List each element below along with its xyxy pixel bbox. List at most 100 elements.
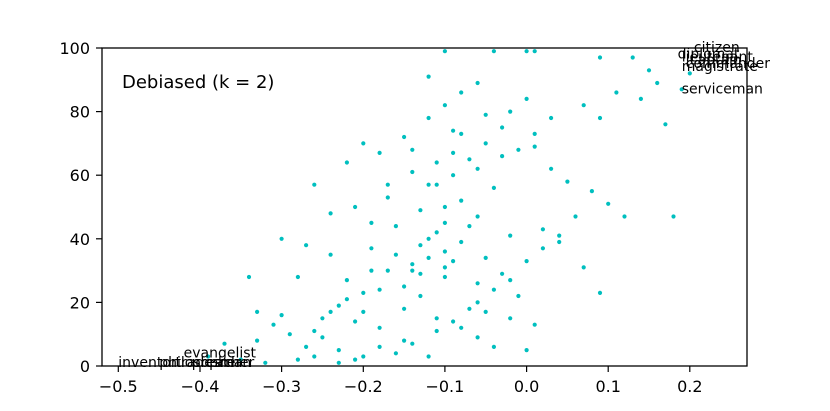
scatter-point	[483, 255, 488, 260]
scatter-point	[442, 204, 447, 210]
scatter-point	[451, 259, 456, 264]
scatter-point	[255, 338, 260, 343]
scatter-point	[426, 255, 431, 260]
scatter-point	[475, 300, 480, 305]
scatter-point	[377, 287, 382, 292]
scatter-point	[687, 71, 692, 76]
scatter-point	[410, 341, 415, 346]
scatter-point	[491, 49, 496, 54]
scatter-point	[532, 144, 537, 149]
x-tick-label: 0.0	[514, 377, 539, 396]
scatter-point	[426, 236, 431, 241]
scatter-point	[630, 55, 635, 60]
scatter-point	[353, 319, 358, 324]
scatter-point	[516, 147, 521, 152]
word-label: philosopher	[159, 355, 241, 371]
word-label: magistrate	[682, 59, 758, 75]
scatter-point	[402, 338, 407, 343]
scatter-point	[589, 189, 595, 194]
scatter-point	[491, 287, 496, 292]
scatter-point	[442, 103, 447, 108]
scatter-point	[500, 125, 505, 130]
scatter-point	[524, 348, 529, 353]
scatter-point	[263, 360, 268, 365]
scatter-point	[426, 354, 431, 359]
scatter-point	[451, 319, 456, 324]
scatter-point	[491, 344, 496, 349]
scatter-point	[679, 87, 684, 92]
scatter-point	[557, 239, 562, 245]
scatter-point	[442, 274, 447, 280]
scatter-point	[434, 182, 439, 187]
scatter-point	[312, 182, 317, 187]
scatter-point	[434, 316, 439, 321]
scatter-point	[483, 309, 488, 314]
scatter-point	[434, 160, 439, 165]
scatter-point	[361, 141, 366, 146]
scatter-point	[475, 166, 480, 171]
scatter-point	[671, 214, 676, 219]
scatter-point	[361, 354, 366, 359]
scatter-point	[442, 220, 447, 225]
scatter-point	[451, 150, 456, 155]
scatter-point	[312, 328, 317, 334]
scatter-point	[508, 316, 513, 321]
scatter-point	[410, 262, 415, 267]
axis-ticks: −0.5 −0.4 −0.3 −0.2 −0.1 0.0 0.1 0.2 0 20 40 60 80 10…	[59, 39, 702, 396]
scatter-point	[206, 354, 211, 359]
scatter-point	[418, 243, 423, 248]
scatter-point	[377, 150, 382, 155]
scatter-point	[369, 220, 374, 225]
scatter-point	[361, 290, 366, 295]
scatter-point	[581, 265, 586, 270]
scatter-point	[418, 293, 423, 299]
scatter-point	[222, 341, 227, 346]
scatter-point	[410, 169, 415, 175]
word-label: serviceman	[682, 81, 763, 97]
scatter-point	[369, 246, 374, 251]
scatter-point	[467, 306, 472, 311]
y-tick-label: 60	[70, 166, 90, 185]
scatter-point	[655, 80, 660, 86]
scatter-point	[451, 173, 456, 178]
scatter-point	[393, 252, 398, 257]
scatter-point	[418, 208, 423, 213]
points-layer	[206, 49, 692, 365]
scatter-point	[418, 271, 423, 276]
scatter-point	[459, 239, 464, 245]
scatter-point	[483, 141, 488, 146]
scatter-point	[500, 271, 505, 276]
scatter-point	[385, 182, 390, 187]
scatter-point	[344, 278, 349, 283]
scatter-point	[491, 185, 496, 190]
scatter-point	[524, 49, 529, 54]
scatter-point	[459, 198, 464, 203]
scatter-point	[312, 354, 317, 359]
scatter-point	[532, 131, 537, 136]
scatter-point	[328, 211, 333, 216]
y-tick-label: 100	[59, 39, 90, 58]
scatter-point	[614, 90, 619, 95]
scatter-point	[402, 134, 407, 140]
y-tick-label: 80	[70, 103, 90, 122]
scatter-point	[622, 214, 627, 219]
scatter-point	[467, 157, 472, 162]
x-tick-label: −0.5	[99, 377, 138, 396]
scatter-point	[361, 309, 366, 314]
scatter-point	[353, 357, 358, 362]
scatter-point	[540, 227, 546, 232]
scatter-point	[320, 335, 325, 340]
x-tick-label: −0.2	[344, 377, 383, 396]
scatter-point	[434, 328, 439, 334]
scatter-point	[475, 214, 480, 219]
scatter-point	[434, 230, 439, 235]
scatter-point	[336, 348, 341, 353]
word-labels-layer: citizendiplomatlieutenantcaptaincommande…	[118, 40, 770, 371]
scatter-point	[402, 306, 407, 311]
scatter-point	[663, 122, 668, 127]
x-tick-label: −0.4	[181, 377, 220, 396]
word-label: evangelist	[184, 345, 257, 361]
scatter-point	[483, 112, 488, 117]
scatter-point	[459, 131, 464, 136]
